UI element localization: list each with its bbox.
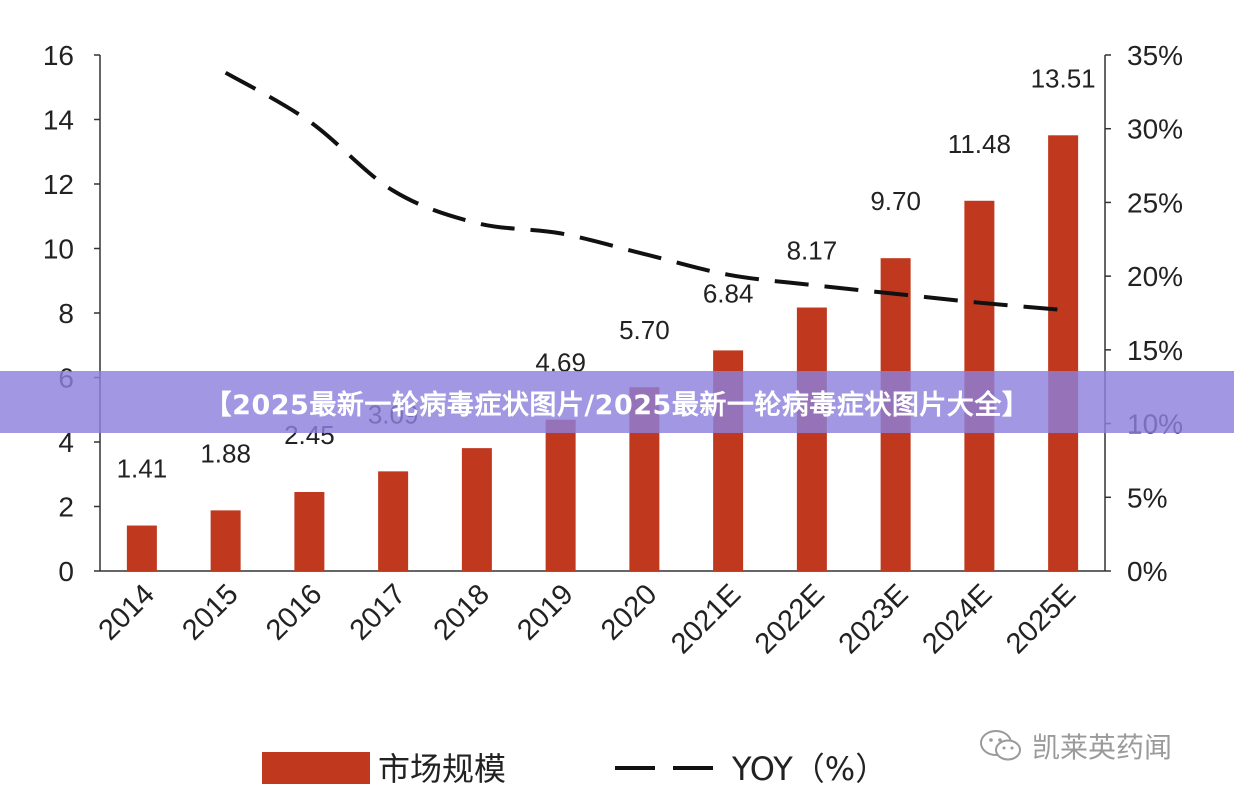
bar-value-label: 1.41	[117, 454, 168, 484]
left-tick-label: 12	[43, 169, 74, 200]
x-tick-label: 2018	[428, 578, 496, 646]
left-tick-label: 8	[58, 298, 74, 329]
right-tick-label: 25%	[1127, 187, 1183, 218]
x-tick-label: 2016	[260, 578, 328, 646]
left-tick-label: 4	[58, 427, 74, 458]
wechat-icon	[980, 730, 1021, 761]
bar	[1048, 135, 1079, 572]
bar	[378, 471, 409, 571]
right-tick-label: 20%	[1127, 261, 1183, 292]
banner-text: 【2025最新一轮病毒症状图片/2025最新一轮病毒症状图片大全】	[204, 389, 1030, 421]
x-tick-label: 2021E	[665, 578, 747, 660]
x-tick-label: 2019	[511, 578, 579, 646]
x-tick-label: 2025E	[1000, 578, 1082, 660]
left-tick-label: 16	[43, 40, 74, 71]
left-tick-label: 10	[43, 234, 74, 265]
watermark: 凯莱英药闻	[978, 722, 1172, 770]
x-tick-label: 2022E	[749, 578, 831, 660]
bar-value-label: 13.51	[1031, 63, 1096, 93]
right-tick-label: 30%	[1127, 114, 1183, 145]
x-tick-label: 2015	[176, 578, 244, 646]
bar-value-label: 9.70	[870, 186, 921, 216]
bar-value-label: 1.88	[200, 438, 251, 468]
yoy-line	[224, 70, 1064, 313]
bar-value-label: 8.17	[787, 236, 838, 266]
bar-value-label: 5.70	[619, 315, 670, 345]
left-tick-label: 14	[43, 105, 74, 136]
legend-bar-label: 市场规模	[378, 750, 506, 788]
bar	[294, 491, 325, 571]
right-tick-label: 15%	[1127, 335, 1183, 366]
right-tick-label: 35%	[1127, 40, 1183, 71]
legend-line-label: YOY（%）	[731, 750, 887, 788]
bar	[126, 525, 157, 571]
x-tick-label: 2023E	[833, 578, 915, 660]
x-tick-label: 2014	[93, 578, 161, 646]
left-tick-label: 2	[58, 492, 74, 523]
left-tick-label: 0	[58, 556, 74, 587]
x-tick-label: 2024E	[916, 578, 998, 660]
watermark-text: 凯莱英药闻	[1032, 731, 1173, 764]
bar-value-label: 6.84	[703, 278, 754, 308]
right-tick-label: 0%	[1127, 556, 1167, 587]
right-tick-label: 5%	[1127, 482, 1167, 513]
x-tick-label: 2020	[595, 578, 663, 646]
bar	[796, 307, 827, 571]
bar-value-label: 11.48	[948, 129, 1011, 159]
x-tick-label: 2017	[344, 578, 412, 646]
bar	[461, 448, 492, 571]
bar	[210, 510, 241, 571]
bar	[545, 419, 576, 571]
legend-bar-swatch	[262, 752, 370, 784]
title-banner: 【2025最新一轮病毒症状图片/2025最新一轮病毒症状图片大全】	[0, 371, 1234, 433]
